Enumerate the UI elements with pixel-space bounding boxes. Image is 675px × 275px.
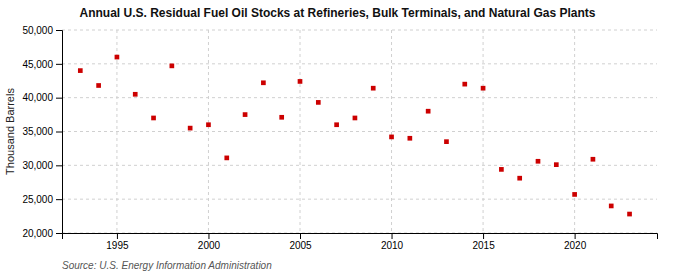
x-tick-label: 2000 (198, 240, 221, 251)
x-tick-label: 2015 (472, 240, 495, 251)
y-tick-mark (56, 199, 62, 200)
y-tick-label: 30,000 (22, 160, 53, 171)
y-tick: 25,000 (22, 194, 62, 205)
y-tick: 30,000 (22, 160, 62, 171)
x-tick: 2010 (381, 233, 404, 251)
point (371, 86, 376, 91)
y-tick-mark (56, 64, 62, 65)
y-tick: 45,000 (22, 59, 62, 70)
point (96, 83, 101, 88)
point (481, 86, 486, 91)
point (170, 64, 175, 69)
y-tick-label: 25,000 (22, 194, 53, 205)
y-axis-title: Thousand Barrels (4, 88, 16, 175)
point (298, 79, 303, 84)
y-tick-label: 20,000 (22, 228, 53, 239)
point (389, 135, 394, 140)
x-tick-mark (300, 233, 301, 239)
y-tick-mark (56, 165, 62, 166)
point (572, 192, 577, 197)
y-tick: 40,000 (22, 92, 62, 103)
x-tick-mark (117, 233, 118, 239)
y-grid-line (62, 199, 657, 200)
point (591, 157, 596, 162)
point (499, 167, 504, 172)
y-tick-mark (56, 132, 62, 133)
point (151, 116, 156, 121)
y-tick-label: 40,000 (22, 92, 53, 103)
y-tick-label: 35,000 (22, 126, 53, 137)
y-grid-line (62, 131, 657, 132)
x-axis-line (63, 234, 658, 240)
x-tick: 2020 (564, 233, 587, 251)
point (188, 126, 193, 131)
point (224, 156, 229, 161)
point (334, 122, 339, 127)
y-grid-line (62, 165, 657, 166)
y-tick-mark (56, 30, 62, 31)
point (261, 80, 266, 85)
x-tick-mark (392, 233, 393, 239)
x-grid-line (391, 30, 392, 233)
source: Source: U.S. Energy Information Administ… (62, 260, 272, 271)
y-tick-label: 45,000 (22, 59, 53, 70)
x-grid-line (300, 30, 301, 233)
grid (62, 30, 657, 233)
y-tick: 20,000 (22, 228, 62, 239)
x-tick-label: 2010 (381, 240, 404, 251)
x-tick-label: 1995 (106, 240, 129, 251)
x-tick: 2000 (198, 233, 221, 251)
x-tick: 2005 (289, 233, 312, 251)
title: Annual U.S. Residual Fuel Oil Stocks at … (80, 6, 596, 20)
y-tick-label: 50,000 (22, 25, 53, 36)
point (609, 204, 614, 209)
point (353, 116, 358, 121)
point (536, 159, 541, 164)
y-tick-mark (56, 233, 62, 234)
points (78, 55, 632, 217)
y-tick-mark (56, 98, 62, 99)
y-grid-line (62, 30, 657, 31)
point (279, 115, 284, 120)
x-tick-label: 2005 (289, 240, 312, 251)
y-grid-line (62, 97, 657, 98)
x-tick: 2015 (472, 233, 495, 251)
point (316, 100, 321, 105)
point (206, 122, 211, 127)
point (408, 136, 413, 141)
point (554, 162, 559, 167)
point (243, 112, 248, 117)
point (444, 139, 449, 144)
point (517, 176, 522, 181)
y-axis-line (56, 31, 63, 234)
plot: 1995 2000 2005 2010 2015 2020 20,000 25,000 30,0… (22, 25, 657, 251)
point (78, 68, 83, 73)
chart: 1995 2000 2005 2010 2015 2020 20,000 25,000 30,0… (0, 0, 675, 275)
point (627, 212, 632, 217)
y-grid-line (62, 63, 657, 64)
point (133, 92, 138, 97)
y-tick: 35,000 (22, 126, 62, 137)
x-tick-mark (483, 233, 484, 239)
y-axis: 20,000 25,000 30,000 35,000 40,000 45,000 50,0… (22, 25, 62, 239)
x-tick-mark (208, 233, 209, 239)
point (462, 82, 467, 87)
x-tick: 1995 (106, 233, 129, 251)
x-tick-mark (575, 233, 576, 239)
x-axis: 1995 2000 2005 2010 2015 2020 (63, 233, 658, 251)
x-tick-label: 2020 (564, 240, 587, 251)
y-tick: 50,000 (22, 25, 62, 36)
point (115, 55, 120, 60)
point (426, 109, 431, 114)
